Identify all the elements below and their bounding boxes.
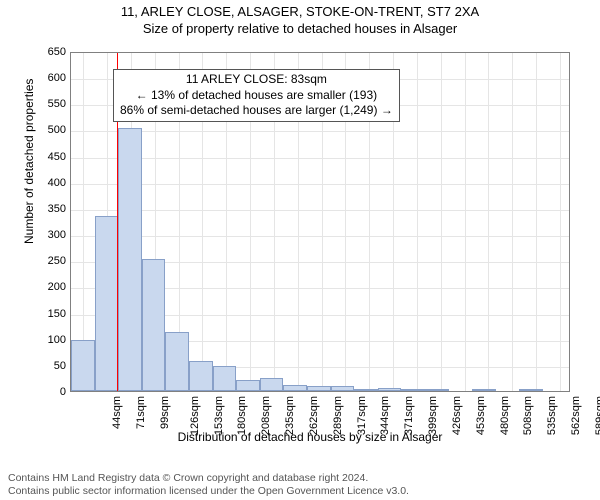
x-tick-label: 262sqm xyxy=(308,396,320,435)
gridline-v xyxy=(488,53,489,391)
bar xyxy=(260,378,284,391)
x-tick-label: 589sqm xyxy=(594,396,600,435)
bar xyxy=(354,389,378,391)
y-tick-label: 650 xyxy=(36,46,66,58)
x-tick-label: 426sqm xyxy=(451,396,463,435)
bar xyxy=(307,386,331,391)
x-tick-label: 317sqm xyxy=(356,396,368,435)
y-tick-label: 100 xyxy=(36,334,66,346)
x-tick-label: 480sqm xyxy=(499,396,511,435)
footer-line: Contains public sector information licen… xyxy=(8,485,600,498)
bar xyxy=(401,389,425,391)
bar xyxy=(142,259,166,391)
annotation-box: 11 ARLEY CLOSE: 83sqm ← 13% of detached … xyxy=(113,69,400,122)
x-tick-label: 126sqm xyxy=(189,396,201,435)
y-tick-label: 250 xyxy=(36,255,66,267)
annotation-line: ← 13% of detached houses are smaller (19… xyxy=(120,88,393,104)
bar xyxy=(425,389,449,391)
bar xyxy=(213,366,237,391)
gridline-h xyxy=(71,184,569,185)
y-tick-label: 150 xyxy=(36,308,66,320)
gridline-h xyxy=(71,236,569,237)
bar xyxy=(331,386,355,391)
y-tick-label: 400 xyxy=(36,177,66,189)
x-tick-label: 289sqm xyxy=(332,396,344,435)
y-tick-label: 450 xyxy=(36,151,66,163)
bar xyxy=(118,128,142,391)
bar xyxy=(472,389,496,391)
plot-area: 11 ARLEY CLOSE: 83sqm ← 13% of detached … xyxy=(70,52,570,392)
x-tick-label: 235sqm xyxy=(284,396,296,435)
bar xyxy=(71,340,95,391)
x-tick-label: 71sqm xyxy=(135,396,147,429)
gridline-v xyxy=(560,53,561,391)
gridline-v xyxy=(465,53,466,391)
y-tick-label: 550 xyxy=(36,98,66,110)
x-tick-label: 399sqm xyxy=(427,396,439,435)
page-subtitle: Size of property relative to detached ho… xyxy=(0,21,600,36)
annotation-line: 86% of semi-detached houses are larger (… xyxy=(120,103,393,119)
bar xyxy=(378,388,402,391)
x-tick-label: 153sqm xyxy=(213,396,225,435)
bar xyxy=(236,380,260,392)
chart-container: Number of detached properties 11 ARLEY C… xyxy=(32,44,588,444)
gridline-v xyxy=(512,53,513,391)
gridline-v xyxy=(417,53,418,391)
bar xyxy=(165,332,189,391)
x-tick-label: 99sqm xyxy=(159,396,171,429)
x-tick-label: 453sqm xyxy=(475,396,487,435)
x-tick-label: 344sqm xyxy=(380,396,392,435)
x-tick-label: 44sqm xyxy=(111,396,123,429)
page-title: 11, ARLEY CLOSE, ALSAGER, STOKE-ON-TRENT… xyxy=(0,0,600,21)
y-tick-label: 300 xyxy=(36,229,66,241)
gridline-v xyxy=(536,53,537,391)
bar xyxy=(95,216,119,391)
gridline-h xyxy=(71,131,569,132)
x-tick-label: 208sqm xyxy=(260,396,272,435)
y-tick-label: 600 xyxy=(36,72,66,84)
gridline-h xyxy=(71,210,569,211)
bar xyxy=(189,361,213,391)
x-tick-label: 371sqm xyxy=(403,396,415,435)
y-tick-label: 200 xyxy=(36,281,66,293)
gridline-v xyxy=(441,53,442,391)
x-tick-label: 562sqm xyxy=(570,396,582,435)
y-tick-label: 500 xyxy=(36,124,66,136)
bar xyxy=(519,389,543,391)
footer-line: Contains HM Land Registry data © Crown c… xyxy=(8,472,600,485)
x-tick-label: 180sqm xyxy=(237,396,249,435)
gridline-h xyxy=(71,158,569,159)
x-tick-label: 535sqm xyxy=(546,396,558,435)
bar xyxy=(283,385,307,391)
y-tick-label: 350 xyxy=(36,203,66,215)
annotation-line: 11 ARLEY CLOSE: 83sqm xyxy=(120,72,393,88)
y-axis-label: Number of detached properties xyxy=(22,79,36,244)
x-tick-label: 508sqm xyxy=(523,396,535,435)
y-tick-label: 0 xyxy=(36,386,66,398)
footer: Contains HM Land Registry data © Crown c… xyxy=(0,472,600,498)
y-tick-label: 50 xyxy=(36,360,66,372)
